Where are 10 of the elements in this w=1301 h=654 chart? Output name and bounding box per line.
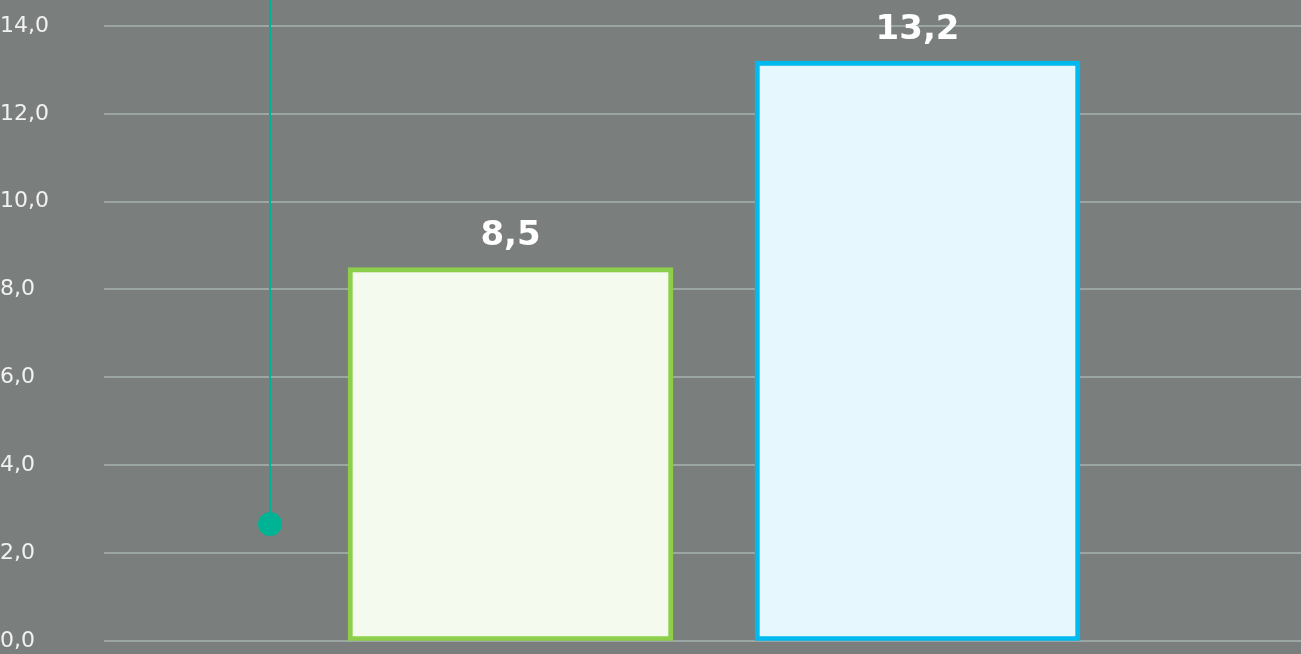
y-tick-label: 10,0 [0,187,49,213]
y-tick-label: 14,0 [0,11,49,37]
y-tick-label: 12,0 [0,99,49,125]
y-tick-label: 6,0 [0,363,35,389]
data-label: 8,5 [480,213,541,254]
data-label: 13,2 [875,6,960,47]
y-tick-label: 2,0 [0,538,35,564]
y-tick-label: 0,0 [0,626,35,652]
y-tick-label: 8,0 [0,275,35,301]
y-tick-label: 4,0 [0,450,35,476]
